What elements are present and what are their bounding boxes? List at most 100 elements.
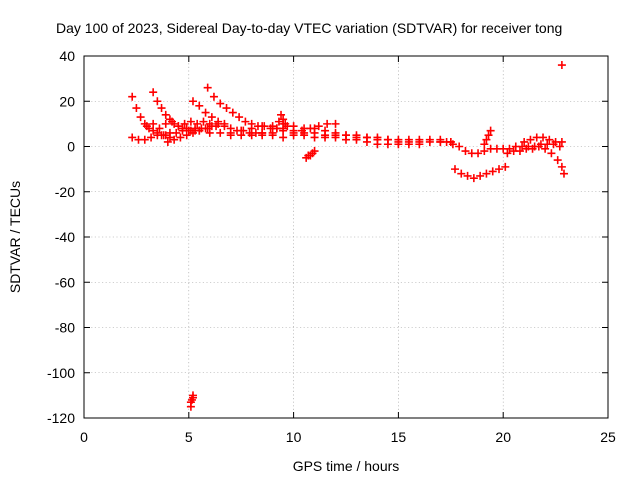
data-point (331, 119, 340, 128)
x-tick-label: 25 (600, 429, 616, 445)
series-band-lower (258, 131, 424, 149)
data-point (314, 122, 323, 131)
y-tick-label: -40 (55, 229, 75, 245)
y-tick-label: -80 (55, 320, 75, 336)
data-point (279, 133, 288, 142)
y-tick-label: 40 (59, 48, 75, 64)
data-point (394, 140, 403, 149)
series-arc-9-spike (272, 110, 292, 133)
data-point (310, 133, 319, 142)
data-point (134, 135, 143, 144)
series-arc-13-spike (480, 126, 495, 149)
data-point (557, 61, 566, 70)
data-point (128, 92, 137, 101)
data-point (201, 108, 210, 117)
data-point (503, 149, 512, 158)
data-point (555, 142, 564, 151)
x-axis-label: GPS time / hours (293, 458, 400, 474)
data-point (258, 122, 267, 131)
data-point (509, 147, 518, 156)
data-point (463, 171, 472, 180)
data-point (274, 117, 283, 126)
data-point (331, 133, 340, 142)
data-point (193, 119, 202, 128)
series-band-tail (436, 137, 564, 158)
chart-title: Day 100 of 2023, Sidereal Day-to-day VTE… (56, 20, 562, 36)
data-points (128, 61, 568, 411)
data-point (188, 97, 197, 106)
y-tick-label: -60 (55, 274, 75, 290)
data-point (362, 137, 371, 146)
data-point (172, 128, 181, 137)
data-point (373, 140, 382, 149)
data-point (480, 140, 489, 149)
plot-frame (83, 55, 609, 419)
data-point (501, 162, 510, 171)
data-point (518, 142, 527, 151)
series-arc-10-rising (289, 119, 340, 137)
data-point (557, 137, 566, 146)
data-point (128, 133, 137, 142)
series-arc-12-dip (450, 162, 510, 183)
data-point (425, 135, 434, 144)
data-point (226, 128, 235, 137)
data-point (170, 135, 179, 144)
data-point (209, 92, 218, 101)
data-point (237, 126, 246, 135)
data-point (526, 135, 535, 144)
data-point (228, 108, 237, 117)
data-point (310, 147, 319, 156)
data-point (279, 126, 288, 135)
data-point (480, 147, 489, 156)
data-point (191, 124, 200, 133)
data-point (251, 128, 260, 137)
data-point (182, 131, 191, 140)
series-arc-15-tail (520, 133, 566, 146)
data-point (163, 137, 172, 146)
y-tick-label: -120 (47, 410, 75, 426)
data-point (486, 144, 495, 153)
x-tick-label: 15 (391, 429, 407, 445)
series-outlier-high (557, 61, 566, 70)
data-point (474, 149, 483, 158)
data-point (149, 88, 158, 97)
data-point (136, 113, 145, 122)
data-point (450, 165, 459, 174)
data-point (268, 122, 277, 131)
data-point (247, 124, 256, 133)
data-point (352, 135, 361, 144)
data-point (442, 137, 451, 146)
data-point (159, 131, 168, 140)
data-point (195, 101, 204, 110)
data-point (505, 144, 514, 153)
data-point (476, 171, 485, 180)
data-point (545, 135, 554, 144)
data-point (448, 140, 457, 149)
data-point (289, 128, 298, 137)
data-point (557, 162, 566, 171)
data-point (207, 122, 216, 131)
data-point (484, 131, 493, 140)
data-point (180, 119, 189, 128)
data-point (534, 142, 543, 151)
data-point (482, 169, 491, 178)
data-point (268, 131, 277, 140)
data-point (186, 117, 195, 126)
data-point (492, 144, 501, 153)
data-point (553, 156, 562, 165)
data-point (543, 140, 552, 149)
data-point (205, 128, 214, 137)
data-point (461, 147, 470, 156)
series-arc-14-tail (503, 142, 568, 178)
data-point (495, 165, 504, 174)
data-point (522, 144, 531, 153)
data-point (404, 140, 413, 149)
data-point (515, 147, 524, 156)
data-point (184, 126, 193, 135)
data-point (149, 119, 158, 128)
y-tick-label: 0 (67, 139, 75, 155)
data-point (188, 391, 197, 400)
data-point (140, 135, 149, 144)
data-point (195, 126, 204, 135)
